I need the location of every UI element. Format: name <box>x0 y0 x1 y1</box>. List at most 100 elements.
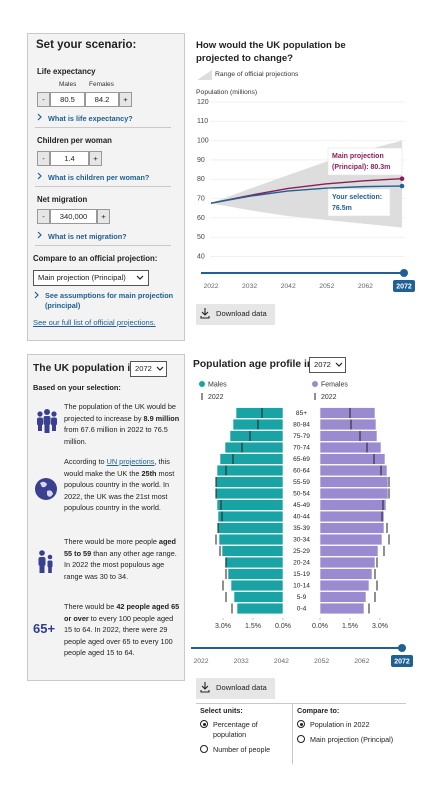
help-link[interactable]: What is life expectancy? <box>48 114 133 123</box>
bar <box>319 591 367 603</box>
radio-option[interactable]: Main projection (Principal) <box>297 735 397 745</box>
year-badge-label: 2072 <box>396 283 412 290</box>
year-select[interactable]: 2072 <box>309 357 346 373</box>
summary-text: According to UN projections, this would … <box>64 456 180 514</box>
minus-button[interactable]: - <box>37 209 50 224</box>
projection-select[interactable]: Main projection (Principal) <box>33 270 149 286</box>
radio-label: Number of people <box>213 745 271 754</box>
divider <box>292 704 293 764</box>
download-button[interactable]: Download data <box>196 304 275 325</box>
x-tick-label: 1.5% <box>245 623 261 630</box>
stepper-value[interactable]: 1.4 <box>50 151 89 166</box>
end-point <box>399 183 405 189</box>
plus-button[interactable]: + <box>89 151 102 166</box>
radio-button[interactable] <box>200 745 208 753</box>
y-tick-label: 60 <box>197 215 205 222</box>
x-tick-label: 3.0% <box>372 623 388 630</box>
plus-button[interactable]: + <box>119 92 132 107</box>
summary-panel <box>27 354 185 681</box>
bar <box>319 418 377 431</box>
age-label: 80-84 <box>293 421 310 428</box>
age-label: 75-79 <box>293 433 310 440</box>
radio-button[interactable] <box>297 720 305 728</box>
year-badge-label: 2072 <box>394 658 410 665</box>
annotation: Main projection <box>332 153 384 160</box>
radio-option[interactable]: Percentage of population <box>200 720 288 740</box>
plus-button[interactable]: + <box>97 209 110 224</box>
legend-label: 2022 <box>321 394 337 401</box>
text-segment: The population of the UK would be projec… <box>64 402 176 423</box>
bar <box>319 579 370 592</box>
icon-text: 65+ <box>33 621 56 636</box>
bar <box>217 510 284 523</box>
text-segment: to every 100 people aged 15 to 64. In 20… <box>64 613 174 658</box>
age-label: 15-19 <box>293 571 310 578</box>
annotation-box <box>327 188 391 217</box>
year-select[interactable]: 2072 <box>130 361 167 377</box>
sub-label: Females <box>89 81 114 88</box>
bar <box>319 545 379 557</box>
range-legend-swatch <box>197 70 212 80</box>
stepper-value[interactable]: 80.5 <box>50 92 85 107</box>
text-link[interactable]: UN projections <box>106 457 155 466</box>
radio-label: Main projection (Principal) <box>310 735 394 744</box>
download-button[interactable]: Download data <box>196 678 275 699</box>
x-tick-label: 0.0% <box>275 623 291 630</box>
year-badge <box>391 655 413 667</box>
age-label: 40-44 <box>293 513 310 520</box>
minus-button[interactable]: - <box>37 151 50 166</box>
x-tick-label: 2042 <box>281 283 296 290</box>
bar <box>215 487 284 500</box>
series-line <box>210 177 403 204</box>
x-tick-label: 2032 <box>242 283 257 290</box>
text-segment: most populous country in the world. In 2… <box>64 468 175 513</box>
age-label: 25-29 <box>293 548 310 555</box>
y-tick-label: 100 <box>197 137 209 144</box>
text-segment: 8.9 million <box>143 413 180 423</box>
legend-swatch <box>312 381 318 387</box>
slider-handle[interactable] <box>400 269 408 277</box>
radio-option[interactable]: Population in 2022 <box>297 720 397 730</box>
stepper-value[interactable]: 84.2 <box>85 92 119 107</box>
field-label: Net migration <box>37 195 88 204</box>
bar <box>230 579 284 592</box>
help-link[interactable]: What is children per woman? <box>48 173 150 182</box>
bar <box>319 602 365 615</box>
x-tick-label: 2052 <box>319 283 334 290</box>
text-segment: According to <box>64 457 107 466</box>
bar <box>319 464 388 477</box>
stepper-value[interactable]: 340,000 <box>50 209 97 224</box>
group-label: Compare to: <box>297 706 340 715</box>
y-tick-label: 120 <box>197 99 209 106</box>
minus-button[interactable]: - <box>37 92 50 107</box>
axis-title: Population (millions) <box>196 89 258 96</box>
summary-text: There would be 42 people aged 65 or over… <box>64 601 180 659</box>
summary-subtitle: Based on your selection: <box>33 383 121 392</box>
age-label: 85+ <box>296 410 307 417</box>
bar <box>319 476 389 488</box>
end-point <box>399 176 405 181</box>
x-tick-label: 2022 <box>193 658 208 665</box>
age-label: 45-49 <box>293 502 310 509</box>
bar <box>319 533 383 546</box>
slider-handle[interactable] <box>398 644 406 652</box>
assumptions-link[interactable]: See assumptions for main projection (pri… <box>45 291 174 310</box>
text-segment: There would be <box>64 602 117 611</box>
help-link[interactable]: What is net migration? <box>48 232 127 241</box>
bar <box>218 533 284 546</box>
annotation: Your selection: <box>332 194 382 201</box>
legend-label: Males <box>208 381 227 388</box>
text-segment: There would be more people <box>64 537 159 546</box>
projections-link[interactable]: See our full list of official projection… <box>33 318 156 327</box>
radio-button[interactable] <box>200 720 208 728</box>
bar <box>319 556 376 569</box>
legend-label: Range of official projections <box>215 71 299 78</box>
bar <box>229 430 284 442</box>
radio-button[interactable] <box>297 735 305 743</box>
chart-title: How would the UK population be projected… <box>196 40 346 64</box>
text-segment: 42 people aged 65 or over <box>64 602 180 623</box>
age-label: 35-39 <box>293 525 310 532</box>
radio-option[interactable]: Number of people <box>200 745 288 755</box>
chart-title: Population age profile in <box>193 359 314 370</box>
annotation-box <box>327 147 403 176</box>
